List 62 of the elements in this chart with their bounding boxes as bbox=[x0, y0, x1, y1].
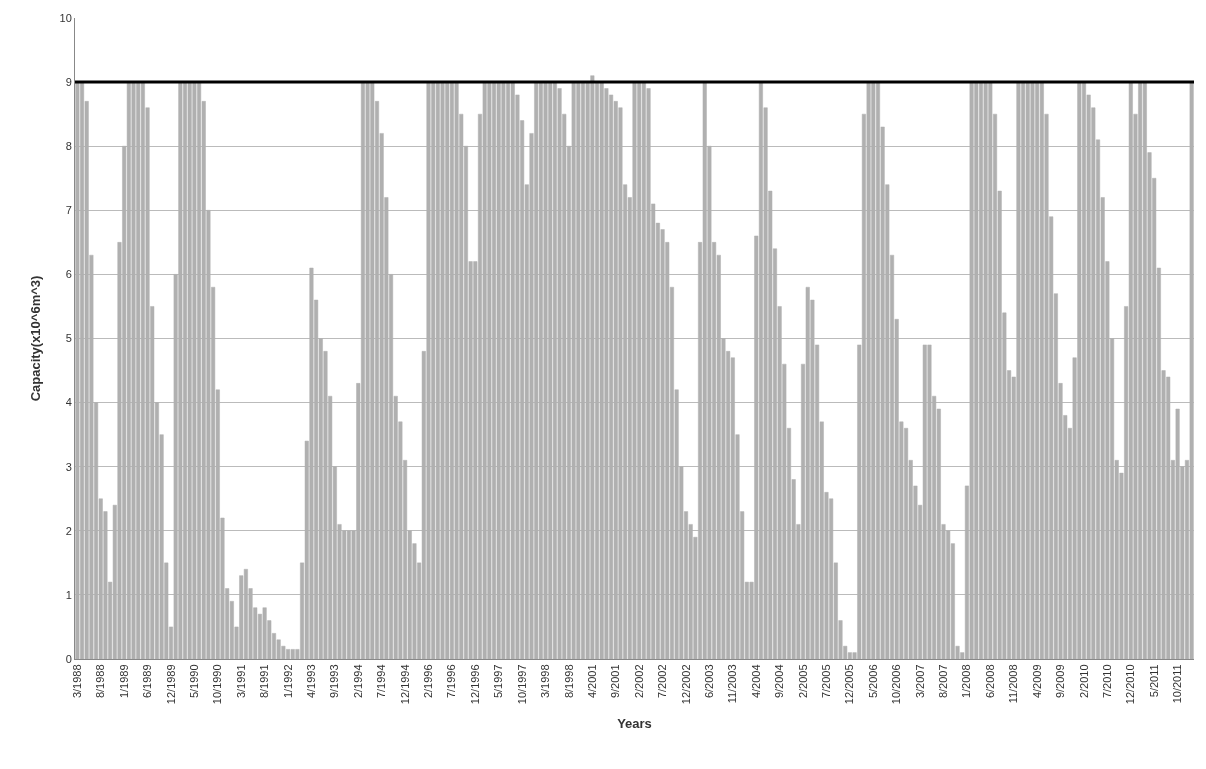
x-tick-label: 7/2002 bbox=[656, 664, 669, 699]
x-tick-label: 4/2004 bbox=[749, 664, 762, 699]
x-tick-label: 7/2005 bbox=[820, 664, 833, 699]
x-tick-label: 1/1989 bbox=[117, 664, 130, 699]
x-tick-label: 3/1988 bbox=[70, 664, 83, 699]
x-tick-label: 9/2001 bbox=[609, 664, 622, 699]
y-tick-label: 0 bbox=[65, 652, 72, 665]
x-tick-label: 12/1989 bbox=[164, 664, 177, 705]
x-tick-label: 2/2010 bbox=[1077, 664, 1090, 699]
x-tick-label: 3/1991 bbox=[234, 664, 247, 699]
x-tick-label: 12/2002 bbox=[679, 664, 692, 705]
x-tick-label: 1/2008 bbox=[960, 664, 973, 699]
x-tick-label: 6/2003 bbox=[702, 664, 715, 699]
x-axis-title: Years bbox=[617, 715, 652, 731]
x-tick-label: 4/1993 bbox=[305, 664, 318, 699]
y-tick-label: 5 bbox=[65, 332, 72, 345]
x-tick-label: 7/2010 bbox=[1100, 664, 1113, 699]
y-tick-label: 3 bbox=[65, 460, 72, 473]
x-tick-label: 8/1988 bbox=[94, 664, 107, 699]
y-tick-label: 10 bbox=[59, 11, 72, 24]
x-tick-label: 11/2008 bbox=[1007, 664, 1020, 704]
x-tick-label: 2/1994 bbox=[351, 664, 364, 699]
x-tick-label: 9/2009 bbox=[1054, 664, 1067, 699]
x-tick-label: 2/2002 bbox=[632, 664, 645, 699]
x-tick-label: 8/2007 bbox=[937, 664, 950, 699]
x-tick-label: 3/1998 bbox=[539, 664, 552, 699]
y-tick-label: 2 bbox=[65, 524, 72, 537]
x-tick-label: 2/2005 bbox=[796, 664, 809, 699]
y-tick-label: 1 bbox=[65, 588, 72, 601]
y-tick-label: 8 bbox=[65, 140, 72, 153]
x-tick-label: 7/1994 bbox=[375, 664, 388, 699]
x-tick-label: 6/1989 bbox=[141, 664, 154, 699]
x-tick-label: 5/2011 bbox=[1147, 664, 1160, 698]
x-tick-label: 12/2010 bbox=[1124, 664, 1137, 705]
x-tick-label: 10/1997 bbox=[515, 664, 528, 705]
x-tick-label: 5/1997 bbox=[492, 664, 505, 699]
x-tick-label: 11/2003 bbox=[726, 664, 739, 704]
x-tick-label: 7/1996 bbox=[445, 664, 458, 699]
y-tick-label: 4 bbox=[65, 396, 72, 409]
x-tick-label: 12/2005 bbox=[843, 664, 856, 705]
x-tick-label: 5/1990 bbox=[187, 664, 200, 699]
x-tick-label: 8/1991 bbox=[258, 664, 271, 699]
bar bbox=[75, 81, 80, 659]
x-tick-label: 9/2004 bbox=[773, 664, 786, 699]
x-tick-label: 4/2001 bbox=[585, 664, 598, 699]
x-tick-label: 5/2006 bbox=[866, 664, 879, 699]
y-tick-label: 7 bbox=[65, 204, 72, 217]
y-tick-label: 9 bbox=[65, 75, 72, 88]
x-tick-label: 2/1996 bbox=[422, 664, 435, 699]
x-tick-label: 12/1994 bbox=[398, 664, 411, 705]
x-tick-label: 3/2007 bbox=[913, 664, 926, 699]
x-tick-label: 9/1993 bbox=[328, 664, 341, 699]
x-tick-label: 10/1990 bbox=[211, 664, 224, 705]
x-tick-label: 1/1992 bbox=[281, 664, 294, 699]
x-tick-label: 10/2006 bbox=[890, 664, 903, 705]
x-tick-label: 10/2011 bbox=[1171, 664, 1184, 704]
y-tick-label: 6 bbox=[65, 268, 72, 281]
x-tick-label: 8/1998 bbox=[562, 664, 575, 699]
x-tick-label: 4/2009 bbox=[1030, 664, 1043, 699]
y-axis-title: Capacity(x10^6m^3) bbox=[28, 275, 44, 402]
x-tick-label: 12/1996 bbox=[468, 664, 481, 705]
x-tick-label: 6/2008 bbox=[983, 664, 996, 699]
